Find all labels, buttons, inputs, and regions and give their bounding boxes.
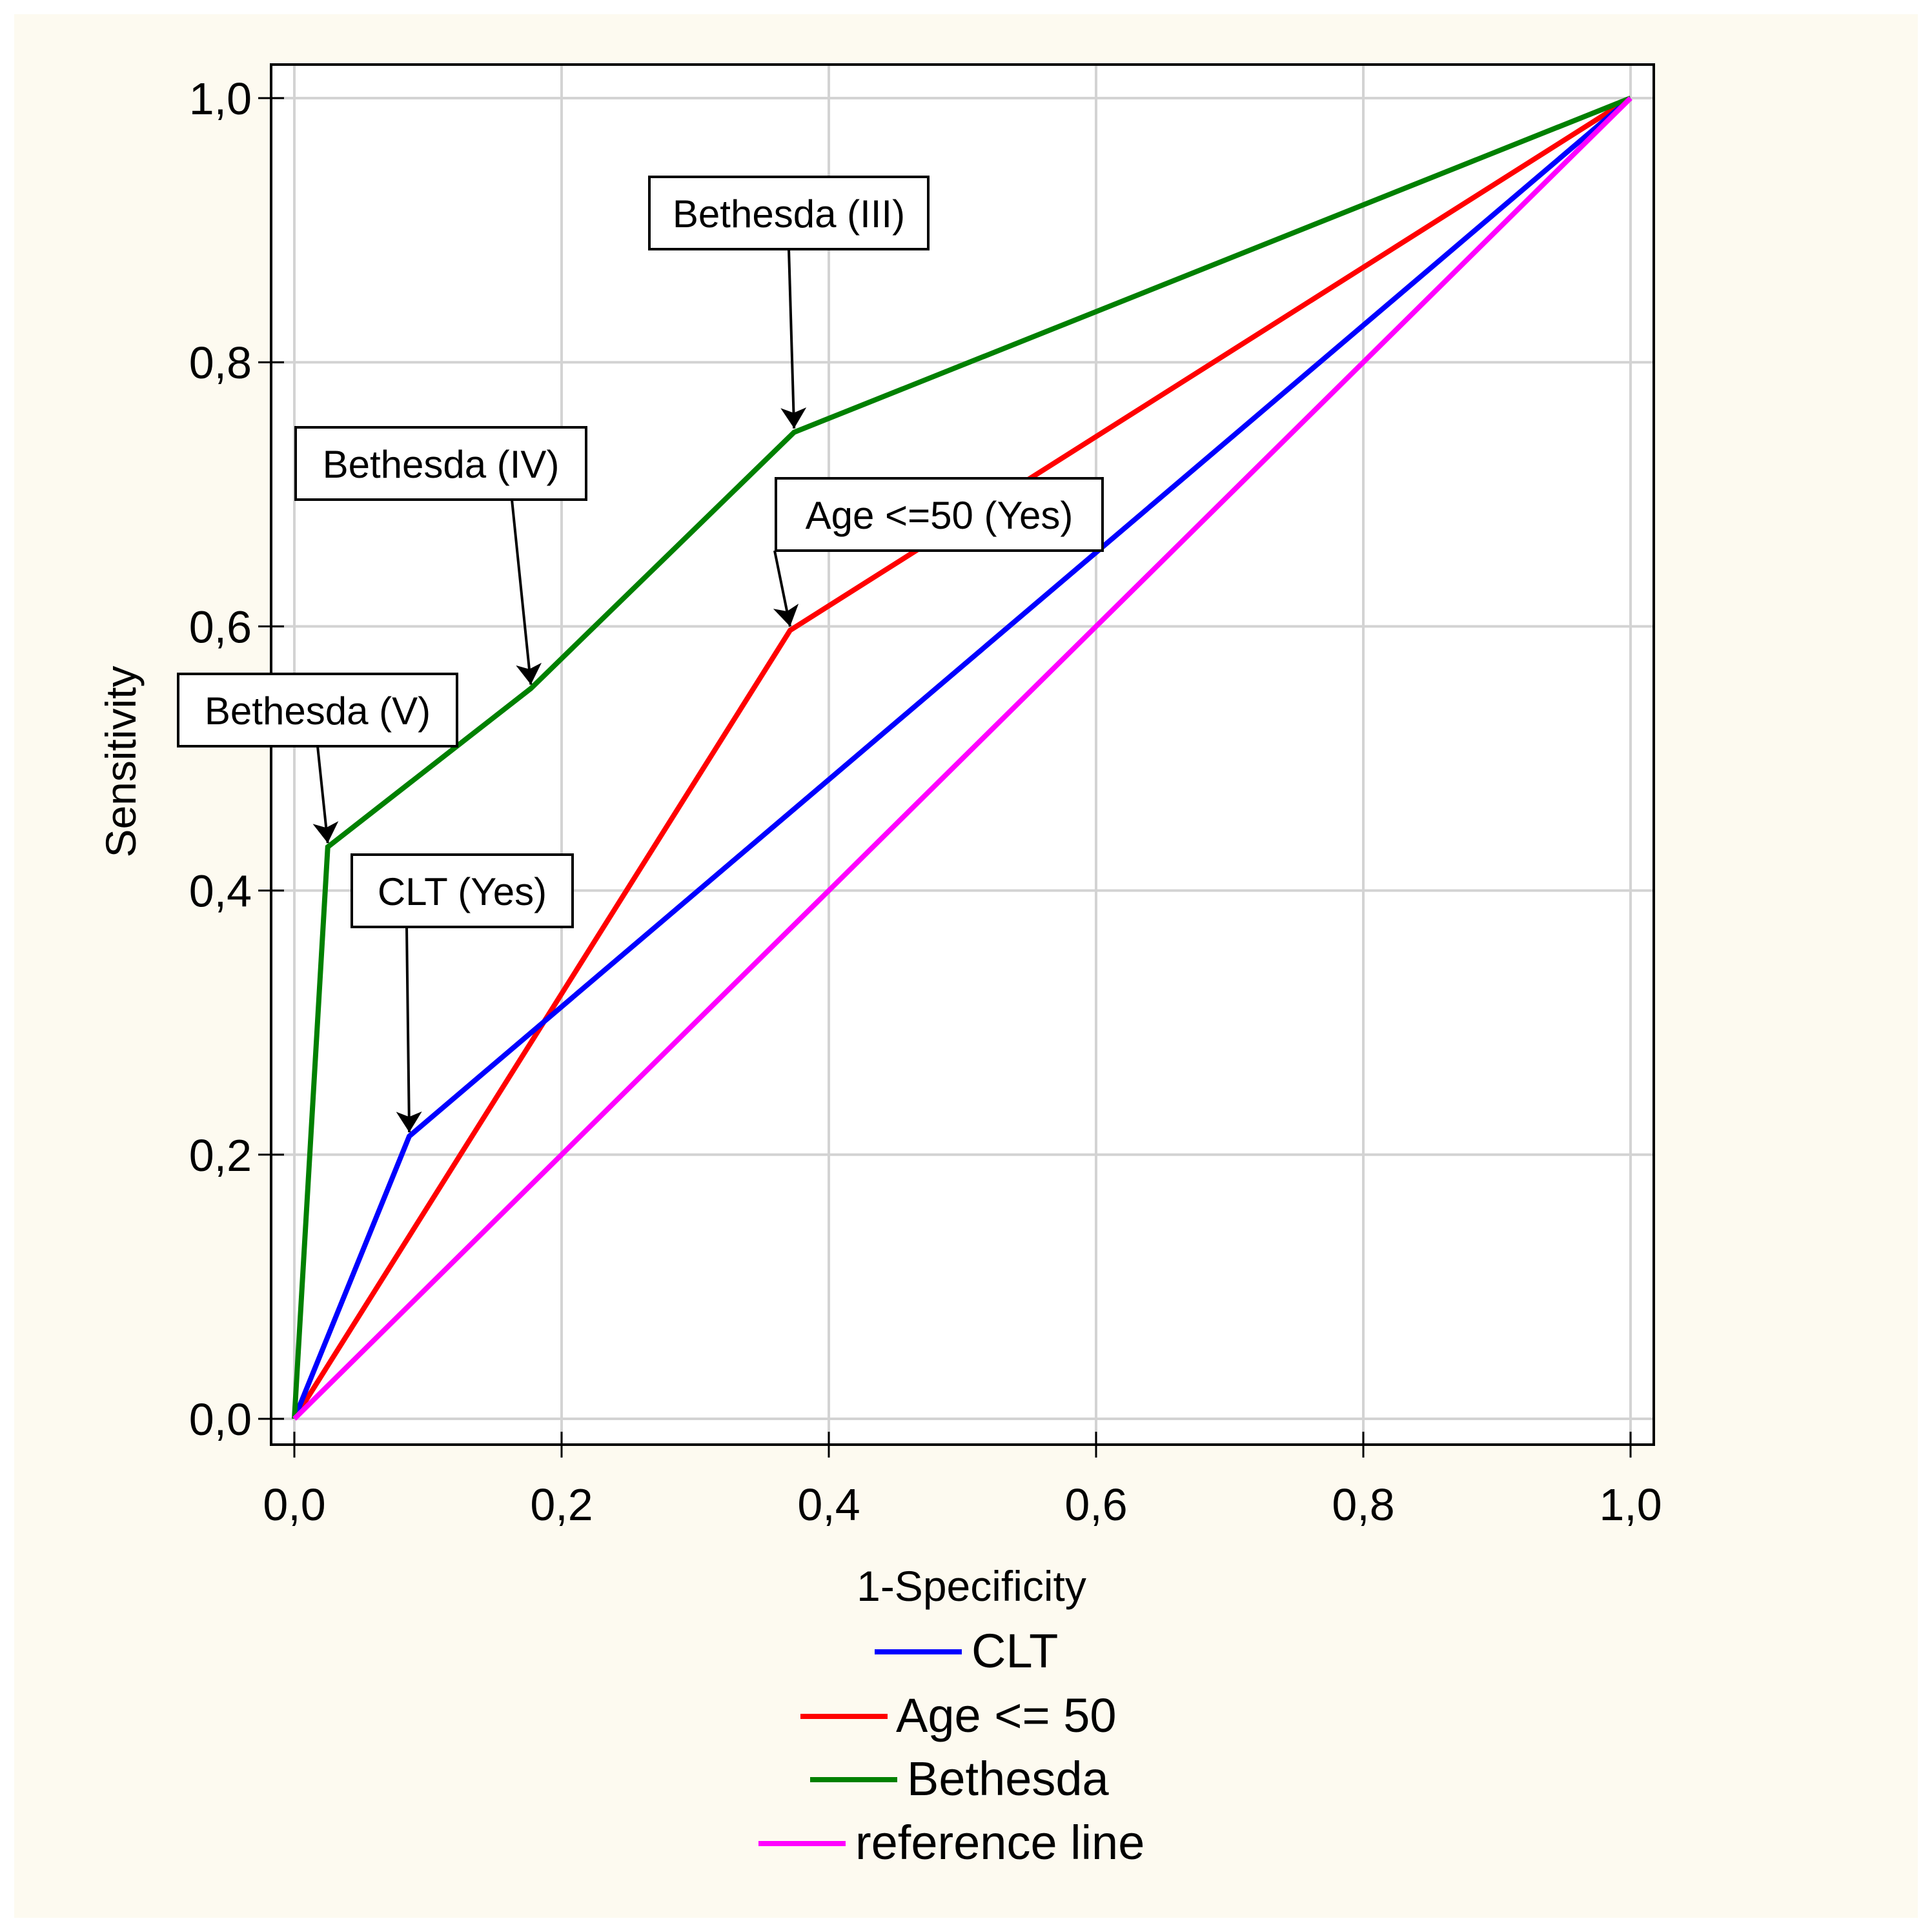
annotation-arrow xyxy=(773,550,799,627)
series-lines xyxy=(292,96,1632,1421)
annotation-label: Bethesda (IV) xyxy=(323,443,560,486)
y-tick-label: 0,8 xyxy=(189,338,252,388)
annotation-arrow xyxy=(780,249,807,429)
series-line-bethesda xyxy=(292,96,1632,1419)
legend-label: CLT xyxy=(971,1624,1058,1678)
legend-label: reference line xyxy=(855,1816,1144,1869)
annotation-label: Bethesda (V) xyxy=(205,689,431,733)
annotation-label: Age <=50 (Yes) xyxy=(806,494,1073,537)
x-tick-label: 0,0 xyxy=(263,1480,325,1530)
legend-label: Bethesda xyxy=(907,1752,1110,1805)
x-tick-label: 0,2 xyxy=(530,1480,593,1530)
legend-label: Age <= 50 xyxy=(896,1689,1117,1742)
plot-frame xyxy=(270,63,1655,1446)
series-line-clt xyxy=(292,96,1632,1420)
x-tick-label: 1,0 xyxy=(1599,1480,1662,1530)
series-line-reference-line xyxy=(292,96,1632,1421)
x-tick-label: 0,6 xyxy=(1064,1480,1127,1530)
axis-ticks: 0,0 0,2 0,4 0,6 0,8 1,0 0,0 0,2 0,4 0,6 0,8 1,0 xyxy=(189,74,1662,1530)
x-axis-label: 1-Specificity xyxy=(857,1562,1086,1610)
x-tick-label: 0,8 xyxy=(1332,1480,1394,1530)
annotation-arrow xyxy=(396,926,422,1133)
y-tick-label: 0,4 xyxy=(189,866,252,917)
x-tick-label: 0,4 xyxy=(797,1480,860,1530)
y-tick-label: 0,6 xyxy=(189,602,252,652)
annotation-label: Bethesda (III) xyxy=(673,192,905,236)
annotation-arrow xyxy=(511,499,542,685)
annotation-box xyxy=(294,426,587,501)
y-tick-label: 0,2 xyxy=(189,1130,252,1181)
y-axis-label: Sensitivity xyxy=(97,666,145,857)
y-tick-label: 1,0 xyxy=(189,74,252,124)
annotations: Bethesda (III) Bethesda (IV) Age <=50 (Yes… xyxy=(177,176,1104,1133)
legend: CLT Age <= 50 Bethesda reference line xyxy=(758,1624,1144,1869)
annotation-box xyxy=(775,477,1104,552)
y-tick-label: 0,0 xyxy=(189,1394,252,1445)
annotation-box xyxy=(648,176,930,250)
annotation-box xyxy=(351,853,574,928)
annotation-label: CLT (Yes) xyxy=(378,870,547,913)
series-line-age-50 xyxy=(292,96,1632,1421)
annotation-arrow xyxy=(312,746,339,844)
annotation-box xyxy=(177,673,458,747)
